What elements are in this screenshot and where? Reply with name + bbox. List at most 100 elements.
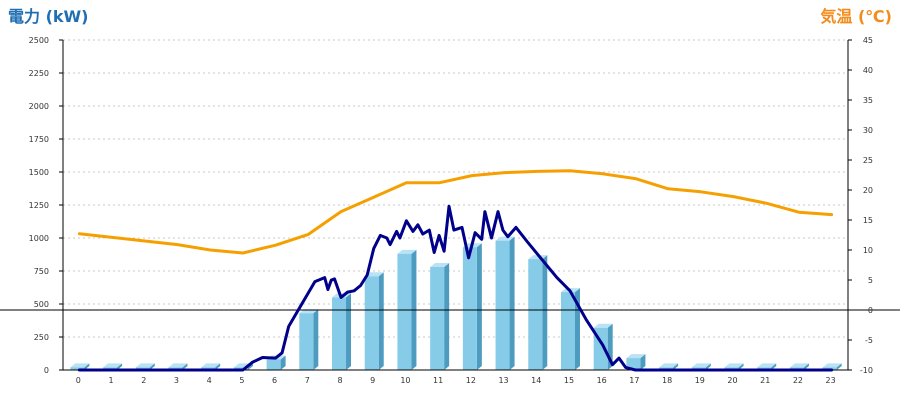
right-tick-label: 40: [863, 66, 873, 75]
right-tick-label: 45: [863, 36, 873, 45]
bar-side: [378, 272, 384, 370]
x-tick-label: 2: [141, 376, 146, 385]
bar-top: [70, 363, 90, 368]
x-tick-label: 19: [695, 376, 705, 385]
right-tick-label: -10: [860, 366, 873, 375]
bar: [560, 288, 580, 370]
bar-side: [182, 363, 188, 370]
bar-top: [789, 363, 809, 368]
bar-face: [528, 259, 543, 370]
left-tick-label: 1500: [29, 168, 49, 177]
bar-side: [836, 363, 842, 370]
left-axis-title: 電力 (kW): [8, 7, 89, 26]
bar-face: [495, 240, 510, 370]
bar-side: [215, 363, 221, 370]
x-tick-label: 11: [433, 376, 443, 385]
bar-face: [70, 367, 85, 370]
power-bars: [70, 236, 842, 370]
left-tick-label: 0: [44, 366, 49, 375]
right-tick-label: -5: [865, 336, 873, 345]
bar: [430, 263, 450, 370]
right-axis-title: 気温 (℃): [820, 7, 892, 26]
bar: [70, 363, 90, 370]
tick-labels: 02505007501000125015001750200022502500-1…: [29, 36, 873, 385]
bar-side: [640, 354, 646, 370]
right-tick-label: 20: [863, 186, 873, 195]
bar-top: [495, 236, 515, 241]
x-tick-label: 13: [498, 376, 508, 385]
x-tick-label: 18: [662, 376, 672, 385]
bar-side: [280, 355, 286, 370]
bar: [332, 293, 352, 370]
right-tick-label: 30: [863, 126, 873, 135]
x-tick-label: 20: [727, 376, 737, 385]
bar-top: [103, 363, 123, 368]
left-tick-label: 250: [34, 333, 49, 342]
bar-side: [738, 363, 744, 370]
x-tick-label: 8: [337, 376, 342, 385]
left-tick-label: 2500: [29, 36, 49, 45]
right-tick-label: 25: [863, 156, 873, 165]
x-tick-label: 6: [272, 376, 277, 385]
bar: [495, 236, 515, 370]
bar-top: [201, 363, 221, 368]
x-tick-label: 16: [597, 376, 607, 385]
bar: [299, 309, 319, 370]
bar: [626, 354, 646, 370]
left-tick-label: 2250: [29, 69, 49, 78]
bar: [364, 272, 384, 370]
x-tick-label: 3: [174, 376, 179, 385]
bar-top: [757, 363, 777, 368]
gridlines: [63, 39, 848, 371]
x-tick-label: 15: [564, 376, 574, 385]
bar-side: [346, 293, 352, 370]
x-tick-label: 14: [531, 376, 541, 385]
bar-top: [822, 363, 842, 368]
bar-side: [771, 363, 777, 370]
left-tick-label: 2000: [29, 102, 49, 111]
x-tick-label: 17: [629, 376, 639, 385]
power-line: [77, 204, 834, 372]
bar-side: [542, 255, 548, 370]
bar-top: [691, 363, 711, 368]
bar-side: [476, 243, 482, 370]
bar-face: [332, 297, 347, 370]
left-tick-label: 750: [34, 267, 49, 276]
x-tick-label: 10: [400, 376, 410, 385]
x-tick-label: 5: [239, 376, 244, 385]
bar: [528, 255, 548, 370]
bar-face: [397, 253, 412, 370]
bar-face: [430, 267, 445, 370]
bar-face: [462, 247, 477, 370]
bar-top: [659, 363, 679, 368]
right-tick-label: 0: [868, 306, 873, 315]
bar-side: [117, 363, 123, 370]
bar-side: [509, 236, 515, 370]
bar-side: [705, 363, 711, 370]
right-tick-label: 10: [863, 246, 873, 255]
temperature-line: [77, 169, 834, 255]
right-tick-label: 15: [863, 216, 873, 225]
x-tick-label: 4: [207, 376, 212, 385]
right-tick-label: 35: [863, 96, 873, 105]
series-lines: [77, 169, 834, 372]
bar-side: [673, 363, 679, 370]
left-tick-label: 1250: [29, 201, 49, 210]
bar-side: [313, 309, 319, 370]
bar-top: [135, 363, 155, 368]
bar-top: [430, 263, 450, 268]
left-tick-label: 1750: [29, 135, 49, 144]
bar-top: [168, 363, 188, 368]
x-tick-label: 12: [466, 376, 476, 385]
bar-top: [724, 363, 744, 368]
bar-face: [364, 276, 379, 370]
bar-face: [266, 359, 281, 370]
bar-side: [803, 363, 809, 370]
x-tick-label: 7: [305, 376, 310, 385]
bar-top: [593, 323, 613, 328]
x-tick-label: 23: [826, 376, 836, 385]
right-tick-label: 5: [868, 276, 873, 285]
bar-face: [299, 313, 314, 370]
